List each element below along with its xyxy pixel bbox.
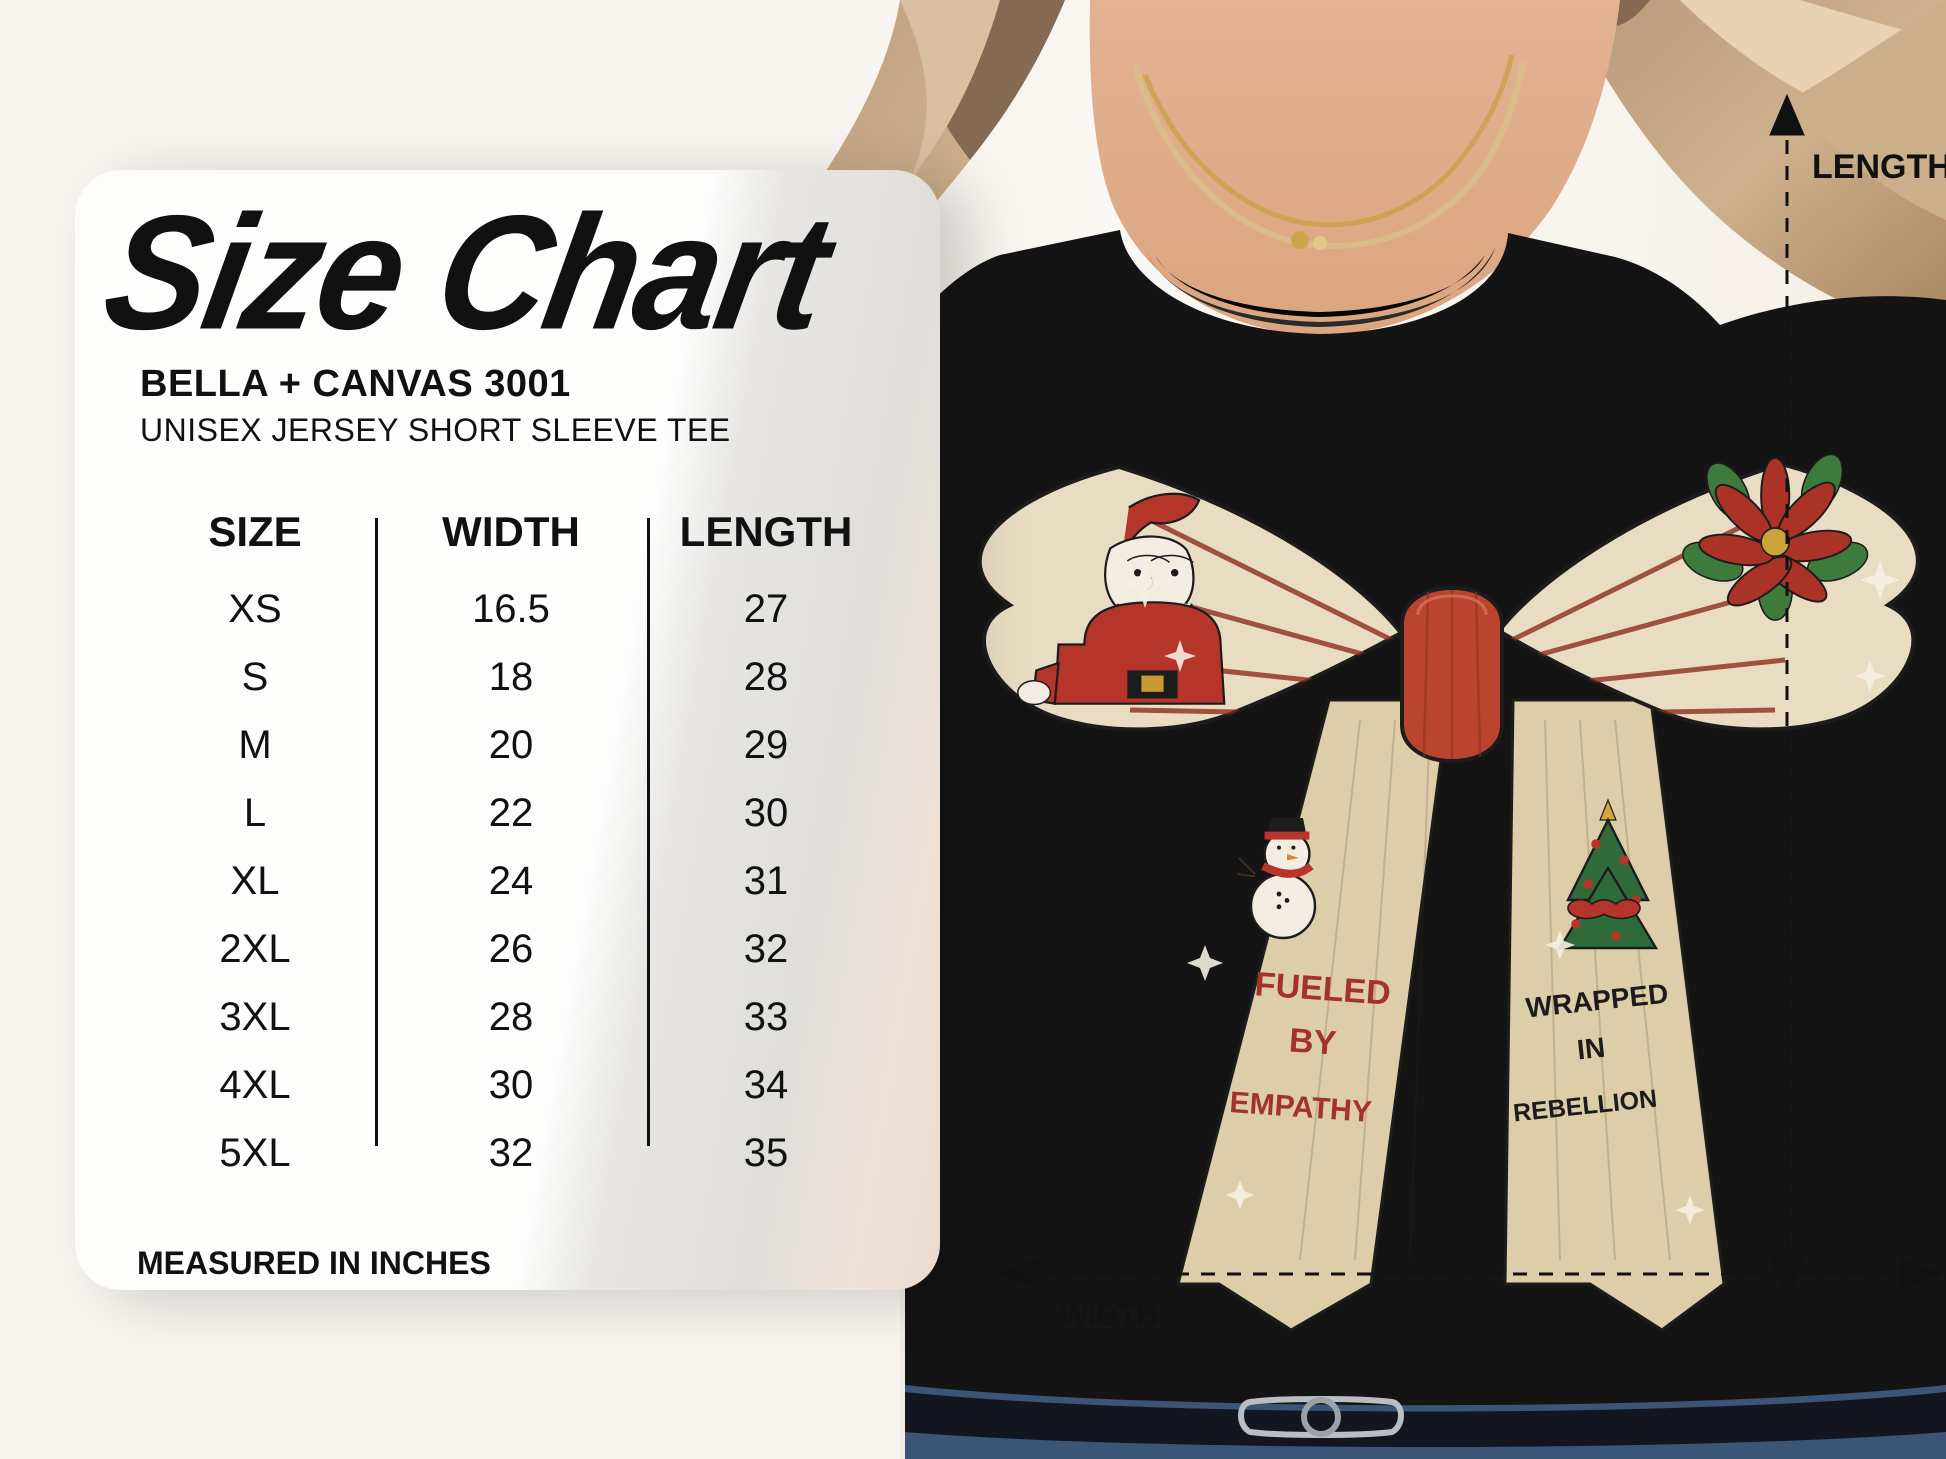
svg-text:IN: IN: [1575, 1032, 1606, 1066]
svg-text:WIDTH: WIDTH: [1060, 1299, 1158, 1332]
svg-text:BY: BY: [1288, 1021, 1338, 1062]
svg-text:LENGTH: LENGTH: [1812, 148, 1946, 186]
